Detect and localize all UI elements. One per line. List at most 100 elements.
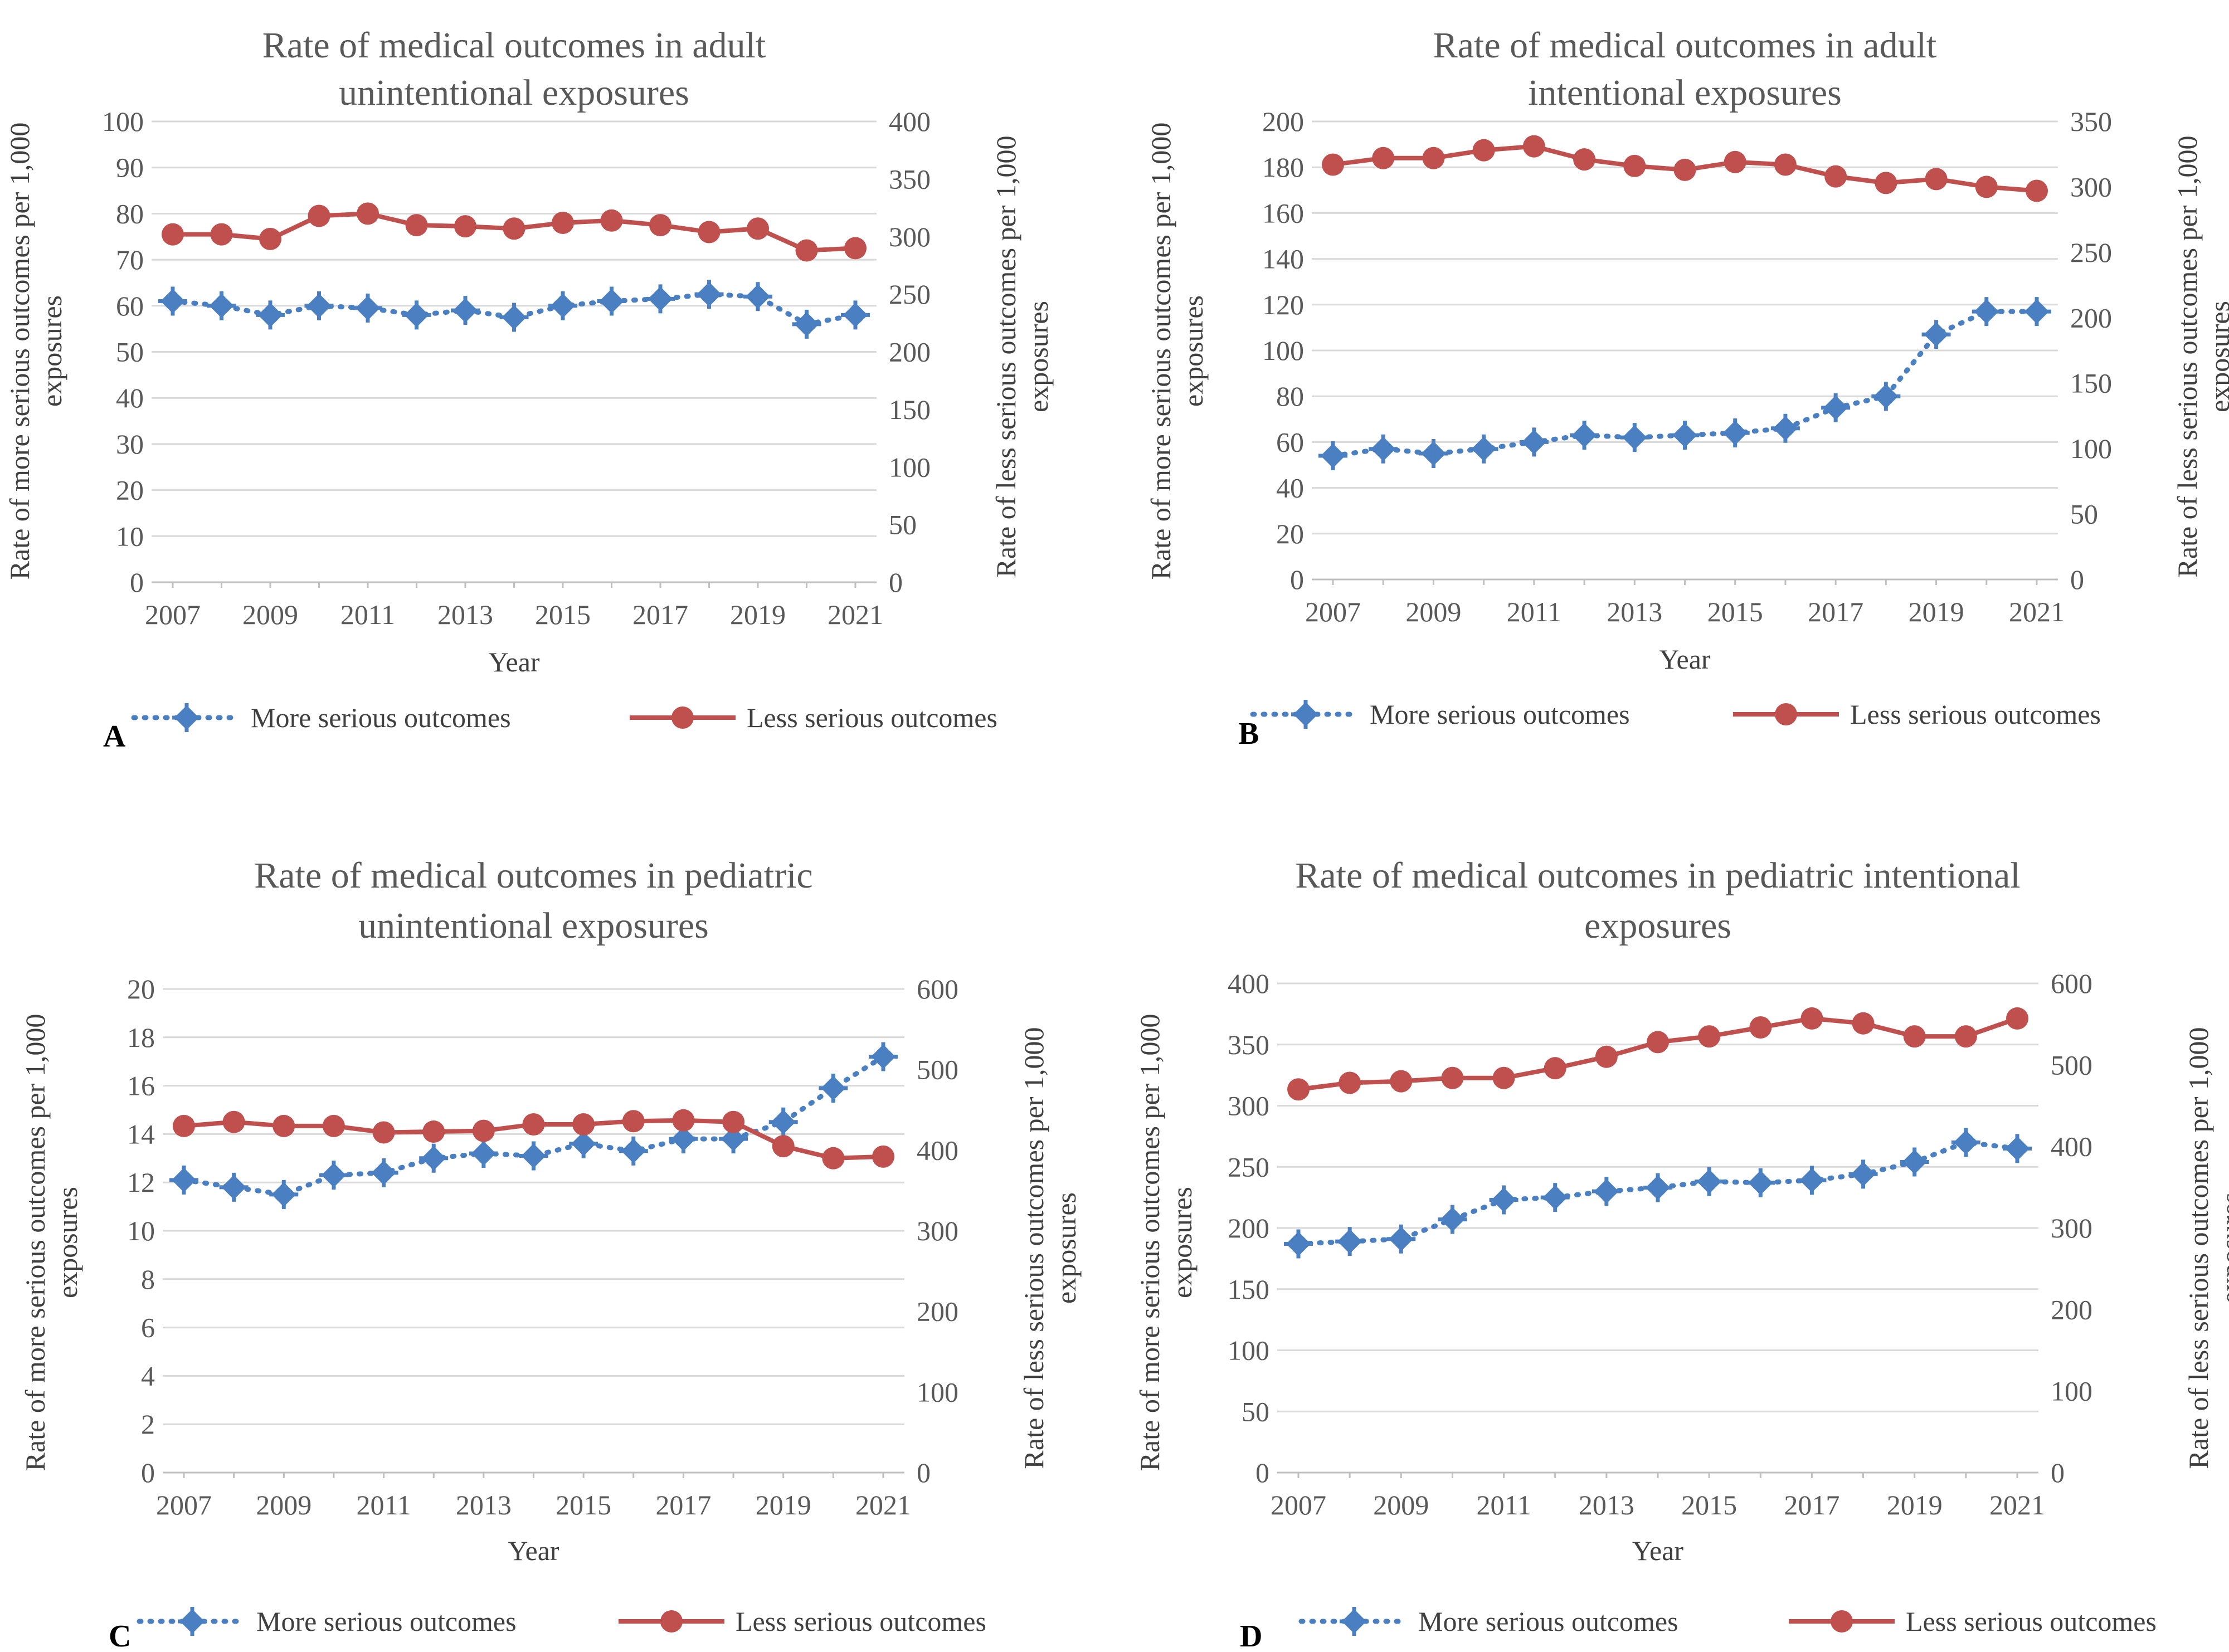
legend-label-more-serious: More serious outcomes: [251, 702, 511, 733]
y-left-tick-label: 400: [1228, 968, 1269, 999]
data-point-less-serious: [405, 214, 428, 237]
y-left-tick-label: 30: [116, 428, 144, 460]
data-point-less-serious: [1673, 158, 1696, 181]
x-tick-label: 2019: [1887, 1489, 1943, 1521]
chart-panel-c: Rate of medical outcomes in pediatric uni…: [20, 855, 1082, 1652]
y-right-tick-label: 300: [2070, 171, 2112, 202]
y-right-tick-label: 300: [889, 221, 931, 252]
axis-label-line: Rate of more serious outcomes per 1,000: [4, 123, 35, 580]
data-point-more-serious: [1670, 421, 1700, 450]
x-tick-label: 2009: [1405, 596, 1461, 627]
x-tick-label: 2007: [145, 599, 201, 630]
x-axis-label: Year: [508, 1535, 559, 1566]
data-point-less-serious: [1774, 153, 1797, 176]
y-left-tick-label: 8: [141, 1264, 155, 1295]
data-point-less-serious: [2026, 179, 2048, 202]
chart-title-line: Rate of medical outcomes in adult: [1433, 25, 1937, 66]
y-left-tick-label: 20: [127, 973, 155, 1005]
data-point-less-serious: [173, 1114, 195, 1137]
chart-panel-a: Rate of medical outcomes in adult uninten…: [4, 25, 1054, 754]
data-point-more-serious: [819, 1073, 848, 1103]
data-point-more-serious: [694, 280, 724, 309]
y-left-tick-label: 100: [102, 106, 144, 137]
data-point-less-serious: [272, 1114, 295, 1137]
data-point-more-serious: [1821, 393, 1851, 422]
y-left-tick-label: 70: [116, 244, 144, 275]
data-point-less-serious: [1322, 153, 1344, 176]
y-left-tick-label: 0: [130, 567, 144, 598]
y-left-tick-label: 0: [1290, 564, 1304, 595]
data-point-less-serious: [1647, 1031, 1669, 1054]
x-axis-label: Year: [1659, 644, 1710, 675]
series-line-more-serious: [170, 291, 858, 327]
panel-letter: D: [1240, 1619, 1262, 1652]
axis-label-line: Rate of more serious outcomes per 1,000: [1134, 1014, 1165, 1471]
y-right-tick-label: 150: [2070, 368, 2112, 399]
data-point-less-serious: [1852, 1012, 1875, 1035]
legend-marker-less-serious: [671, 706, 694, 729]
data-point-less-serious: [422, 1120, 445, 1143]
y-right-tick-label: 100: [889, 451, 931, 483]
y-right-tick-label: 350: [2070, 106, 2112, 137]
y-right-tick-label: 0: [917, 1457, 931, 1488]
data-point-less-serious: [2006, 1007, 2028, 1030]
x-tick-label: 2021: [2009, 596, 2065, 627]
y-left-tick-label: 140: [1262, 243, 1304, 275]
chart-title-line: Rate of medical outcomes in adult: [262, 25, 766, 66]
y-right-tick-label: 0: [2051, 1457, 2065, 1488]
data-point-less-serious: [454, 215, 476, 238]
y-left-tick-label: 18: [127, 1022, 155, 1053]
data-point-more-serious: [1770, 413, 1800, 443]
data-point-more-serious: [869, 1042, 898, 1071]
y-right-tick-label: 50: [889, 509, 917, 540]
data-point-less-serious: [222, 1110, 245, 1133]
data-point-more-serious: [1951, 1128, 1980, 1157]
y-left-tick-label: 350: [1228, 1029, 1269, 1060]
data-point-more-serious: [158, 286, 187, 316]
legend-label-more-serious: More serious outcomes: [1370, 699, 1630, 730]
y-right-tick-label: 400: [889, 106, 931, 137]
data-point-more-serious: [1797, 1166, 1827, 1195]
y-left-tick-label: 150: [1228, 1274, 1269, 1305]
y-right-tick-label: 200: [889, 337, 931, 368]
data-point-more-serious: [369, 1158, 398, 1187]
data-point-more-serious: [1695, 1167, 1724, 1196]
x-tick-label: 2011: [340, 599, 395, 630]
y-left-tick-label: 6: [141, 1312, 155, 1343]
axis-label-line: exposures: [2215, 1192, 2229, 1304]
data-point-more-serious: [269, 1180, 299, 1209]
x-tick-label: 2011: [1507, 596, 1561, 627]
data-point-less-serious: [357, 202, 379, 225]
data-point-more-serious: [2022, 297, 2051, 326]
data-point-less-serious: [572, 1113, 595, 1136]
legend: More serious outcomes Less serious outcom…: [137, 1606, 986, 1637]
data-point-less-serious: [1698, 1025, 1721, 1048]
data-point-less-serious: [795, 239, 818, 262]
legend-label-less-serious: Less serious outcomes: [747, 702, 997, 733]
y-left-tick-label: 60: [116, 290, 144, 321]
data-point-more-serious: [353, 293, 382, 323]
x-tick-label: 2013: [437, 599, 493, 630]
chart-title-line: intentional exposures: [1528, 72, 1842, 113]
y-right-tick-label: 500: [917, 1054, 958, 1085]
x-tick-label: 2009: [1373, 1489, 1429, 1521]
axis-label-line: exposures: [1023, 301, 1054, 412]
y-left-tick-label: 100: [1262, 335, 1304, 366]
y-right-tick-label: 250: [2070, 237, 2112, 268]
y-right-tick-label: 100: [2051, 1376, 2092, 1407]
data-point-more-serious: [1419, 438, 1448, 468]
x-tick-label: 2021: [855, 1489, 911, 1521]
data-point-less-serious: [1390, 1070, 1413, 1093]
y-right-tick-label: 500: [2051, 1049, 2092, 1080]
y-left-tick-label: 120: [1262, 289, 1304, 320]
x-tick-label: 2017: [655, 1489, 711, 1521]
data-point-more-serious: [1848, 1159, 1878, 1189]
y-left-tick-label: 200: [1228, 1212, 1269, 1244]
data-point-more-serious: [1972, 297, 2001, 326]
x-axis-label: Year: [1632, 1535, 1683, 1566]
axis-label-line: exposures: [1177, 295, 1209, 407]
y-left-axis-label: Rate of more serious outcomes per 1,000e…: [1134, 1014, 1198, 1471]
data-point-more-serious: [1570, 421, 1599, 450]
x-tick-label: 2019: [1909, 596, 1964, 627]
